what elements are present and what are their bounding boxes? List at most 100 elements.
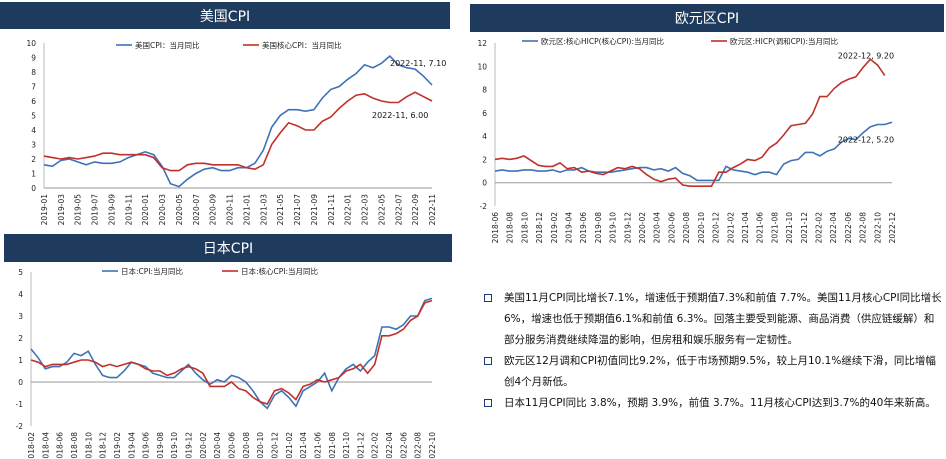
jp-x-tick-label: 2020-04 xyxy=(213,432,222,459)
eu-x-tick-label: 2018-12 xyxy=(535,212,544,244)
eu-x-tick-label: 2018-06 xyxy=(491,212,500,244)
jp-x-tick-label: 2020-10 xyxy=(256,432,265,459)
jp-x-tick-label: 2022-04 xyxy=(385,432,394,459)
note-us: 美国11月CPI同比增长7.1%，增速低于预期值7.3%和前值 7.7%。美国1… xyxy=(484,288,942,351)
jp-x-tick-label: 2021-04 xyxy=(299,432,308,459)
us-x-tick-label: 2019-01 xyxy=(40,194,49,226)
eu-x-tick-label: 2021-12 xyxy=(800,212,809,244)
eu-y-tick-label: 8 xyxy=(482,86,487,95)
square-bullet-icon xyxy=(484,294,492,302)
us-x-tick-label: 2020-09 xyxy=(209,194,218,226)
square-bullet-icon xyxy=(484,399,492,407)
us-x-tick-label: 2021-07 xyxy=(293,194,302,226)
note-us-text: 美国11月CPI同比增长7.1%，增速低于预期值7.3%和前值 7.7%。美国1… xyxy=(504,292,942,346)
jp-y-tick-label: -2 xyxy=(16,422,24,431)
eu-x-tick-label: 2022-06 xyxy=(844,212,853,244)
us-y-tick-label: 1 xyxy=(31,170,36,179)
jp-x-tick-label: 2020-06 xyxy=(228,432,237,459)
eu-annotation-2: 2022-12, 5.20 xyxy=(838,136,894,145)
eu-annotation-1: 2022-12, 9.20 xyxy=(838,52,894,61)
jp-x-tick-label: 2018-08 xyxy=(70,432,79,459)
eu-x-tick-label: 2020-02 xyxy=(638,212,647,244)
us-x-tick-label: 2022-09 xyxy=(411,194,420,226)
us-y-tick-label: 6 xyxy=(31,97,36,106)
note-eu-text: 欧元区12月调和CPI初值同比9.2%，低于市场预期9.5%，较上月10.1%继… xyxy=(504,355,936,388)
eu-x-tick-label: 2019-08 xyxy=(594,212,603,244)
us-x-tick-label: 2022-11 xyxy=(428,194,437,226)
eu-x-tick-label: 2019-10 xyxy=(609,212,618,244)
eu-cpi-title: 欧元区CPI xyxy=(674,11,740,27)
eu-legend-label-1: 欧元区:核心HICP(核心CPI):当月同比 xyxy=(541,36,664,46)
us-y-tick-label: 4 xyxy=(31,126,36,135)
us-x-tick-label: 2019-03 xyxy=(57,194,66,226)
us-cpi-title: 美国CPI xyxy=(199,8,251,25)
us-x-tick-label: 2019-05 xyxy=(74,194,83,226)
jp-annotation-1: 3.80 xyxy=(438,0,456,2)
jp-cpi-title-banner: 日本CPI xyxy=(4,234,452,262)
jp-legend-label-1: 日本:CPI:当月同比 xyxy=(121,266,184,276)
note-eu: 欧元区12月调和CPI初值同比9.2%，低于市场预期9.5%，较上月10.1%继… xyxy=(484,351,942,393)
jp-x-tick-label: 2019-08 xyxy=(156,432,165,459)
us-x-tick-label: 2022-07 xyxy=(394,194,403,226)
eu-x-tick-label: 2019-04 xyxy=(565,212,574,244)
eu-y-tick-label: 4 xyxy=(482,132,487,141)
us-annotation-1: 2022-11, 7.10 xyxy=(390,59,446,68)
us-y-tick-label: 8 xyxy=(31,68,36,77)
eu-x-tick-label: 2019-12 xyxy=(623,212,632,244)
eu-y-tick-label: 10 xyxy=(477,62,487,71)
us-x-tick-label: 2022-01 xyxy=(344,194,353,226)
eu-x-tick-label: 2021-10 xyxy=(785,212,794,244)
jp-y-tick-label: 0 xyxy=(18,378,23,387)
jp-legend-label-2: 日本:核心CPI:当月同比 xyxy=(241,266,319,276)
us-x-tick-label: 2020-01 xyxy=(141,194,150,226)
eu-x-tick-label: 2021-04 xyxy=(741,212,750,244)
jp-x-tick-label: 2019-10 xyxy=(170,432,179,459)
jp-y-tick-label: 3 xyxy=(18,312,23,321)
us-cpi-title-banner: 美国CPI xyxy=(0,2,450,29)
us-legend-label-1: 美国CPI：当月同比 xyxy=(135,40,200,50)
note-jp: 日本11月CPI同比 3.8%，预期 3.9%，前值 3.7%。11月核心CPI… xyxy=(484,393,942,414)
jp-x-tick-label: 2018-02 xyxy=(27,432,36,459)
eu-x-tick-label: 2022-02 xyxy=(814,212,823,244)
jp-x-tick-label: 2022-02 xyxy=(371,432,380,459)
jp-y-tick-label: 2 xyxy=(18,334,23,343)
jp-x-tick-label: 2021-12 xyxy=(356,432,365,459)
eu-x-tick-label: 2022-10 xyxy=(873,212,882,244)
eu-x-tick-label: 2020-10 xyxy=(697,212,706,244)
eu-x-tick-label: 2020-08 xyxy=(682,212,691,244)
us-x-tick-label: 2021-05 xyxy=(276,194,285,226)
jp-annotation-2: 3.70 xyxy=(438,0,456,2)
us-y-tick-label: 10 xyxy=(26,39,36,48)
jp-x-tick-label: 2018-10 xyxy=(84,432,93,459)
eu-y-tick-label: 0 xyxy=(482,179,487,188)
us-series-line-2 xyxy=(43,91,433,172)
us-y-tick-label: 7 xyxy=(31,83,36,92)
jp-y-tick-label: 5 xyxy=(18,268,23,277)
jp-x-tick-label: 2018-06 xyxy=(56,432,65,459)
eu-legend-label-2: 欧元区:HICP(调和CPI):当月同比 xyxy=(730,36,838,46)
us-annotation-2: 2022-11, 6.00 xyxy=(372,111,428,120)
us-x-tick-label: 2019-07 xyxy=(91,194,100,226)
us-y-tick-label: 9 xyxy=(31,54,36,63)
us-y-tick-label: 5 xyxy=(31,112,36,121)
jp-x-tick-label: 2018-04 xyxy=(41,432,50,459)
jp-x-tick-label: 2020-02 xyxy=(199,432,208,459)
eu-y-tick-label: 2 xyxy=(482,155,487,164)
eu-x-tick-label: 2022-08 xyxy=(859,212,868,244)
eu-x-tick-label: 2018-08 xyxy=(506,212,515,244)
eu-y-tick-label: 6 xyxy=(482,109,487,118)
jp-series-line-1 xyxy=(30,297,433,410)
us-x-tick-label: 2019-11 xyxy=(124,194,133,226)
us-series-line-1 xyxy=(43,55,433,188)
eu-x-tick-label: 2021-06 xyxy=(756,212,765,244)
eu-x-tick-label: 2018-10 xyxy=(520,212,529,244)
commentary-notes: 美国11月CPI同比增长7.1%，增速低于预期值7.3%和前值 7.7%。美国1… xyxy=(484,288,942,414)
square-bullet-icon xyxy=(484,357,492,365)
us-y-tick-label: 2 xyxy=(31,155,36,164)
jp-x-tick-label: 2019-02 xyxy=(113,432,122,459)
jp-x-tick-label: 2022-08 xyxy=(414,432,423,459)
jp-x-tick-label: 2021-08 xyxy=(328,432,337,459)
jp-x-tick-label: 2022-06 xyxy=(399,432,408,459)
eu-series-line-1 xyxy=(494,121,893,182)
